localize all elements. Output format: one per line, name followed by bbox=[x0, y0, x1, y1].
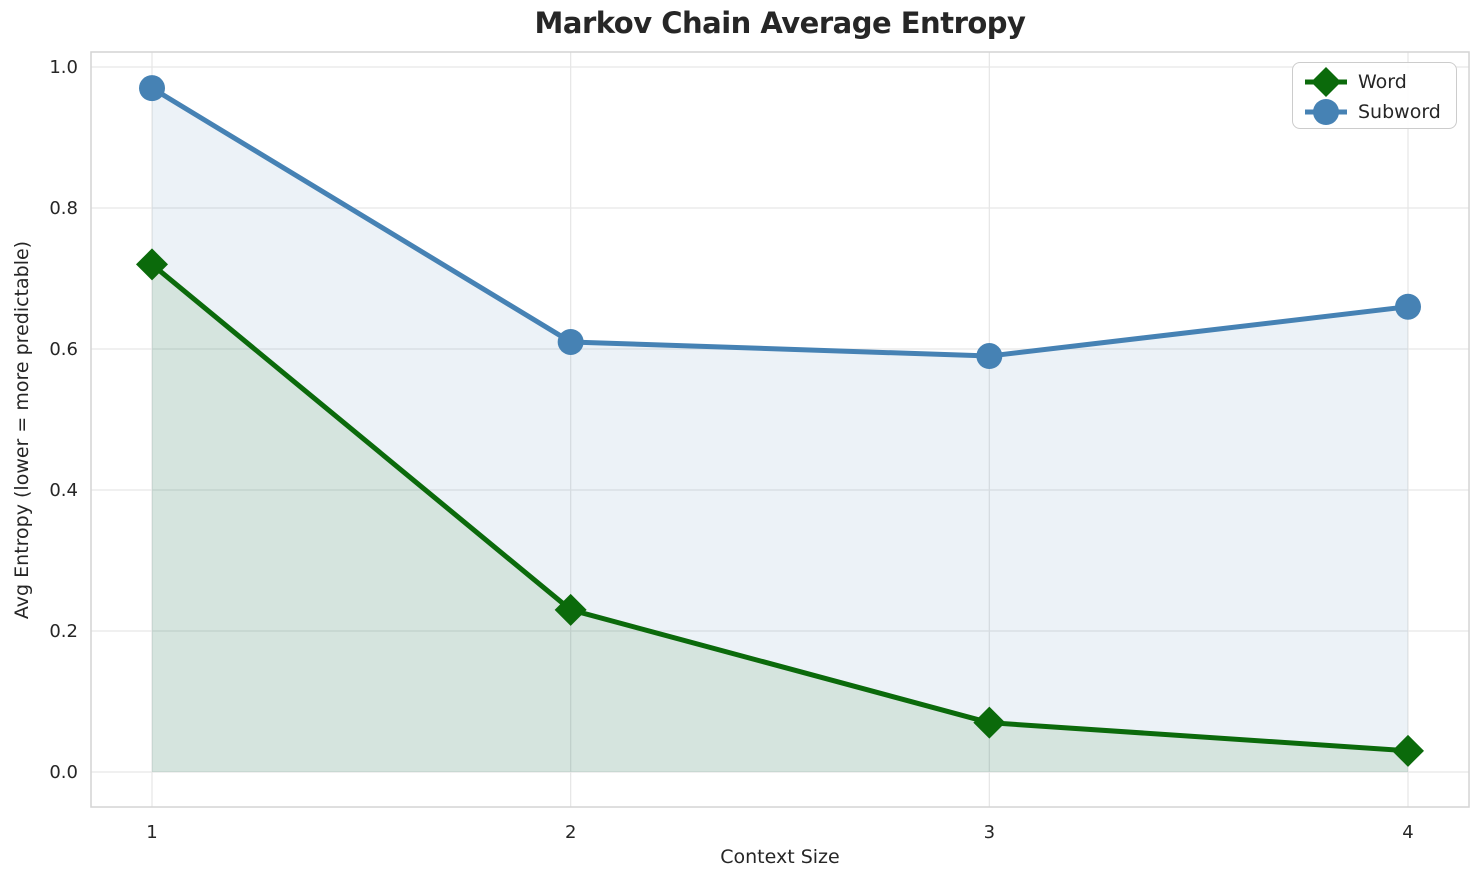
legend: Word Subword bbox=[1292, 62, 1457, 129]
marker-subword bbox=[557, 328, 584, 355]
x-axis-label: Context Size bbox=[720, 846, 840, 868]
y-tick-label: 1.0 bbox=[49, 57, 78, 78]
legend-label-word: Word bbox=[1358, 70, 1407, 93]
y-tick-label: 0.8 bbox=[49, 198, 78, 219]
area-fill-subword bbox=[152, 88, 1408, 772]
legend-circle-subword bbox=[1313, 99, 1339, 125]
legend-label-subword: Subword bbox=[1358, 100, 1441, 123]
y-tick-label: 0.2 bbox=[49, 621, 78, 642]
y-tick-label: 0.6 bbox=[49, 339, 78, 360]
x-tick-label: 1 bbox=[146, 822, 157, 843]
word-diamond-marker-icon bbox=[1305, 67, 1347, 97]
y-tick-label: 0.0 bbox=[49, 762, 78, 783]
subword-circle-marker-icon bbox=[1305, 99, 1347, 125]
marker-subword bbox=[976, 343, 1003, 370]
marker-word bbox=[136, 248, 168, 281]
area-fill-word bbox=[152, 264, 1408, 772]
marker-word bbox=[973, 706, 1006, 739]
plot-border bbox=[90, 51, 1470, 808]
marker-subword bbox=[1395, 293, 1421, 320]
marker-word bbox=[1392, 734, 1424, 767]
y-tick-label: 0.4 bbox=[49, 480, 78, 501]
x-tick-label: 4 bbox=[1402, 822, 1413, 843]
legend-entry-word: Word bbox=[1303, 67, 1446, 97]
marker-subword bbox=[139, 75, 165, 102]
legend-diamond-word bbox=[1311, 67, 1341, 97]
legend-entry-subword: Subword bbox=[1303, 97, 1446, 127]
x-tick-label: 2 bbox=[565, 822, 576, 843]
marker-word bbox=[554, 593, 587, 626]
series-line-word bbox=[149, 261, 1411, 754]
chart-title: Markov Chain Average Entropy bbox=[534, 6, 1026, 40]
series-line-subword bbox=[149, 85, 1411, 359]
x-tick-label: 3 bbox=[984, 822, 995, 843]
